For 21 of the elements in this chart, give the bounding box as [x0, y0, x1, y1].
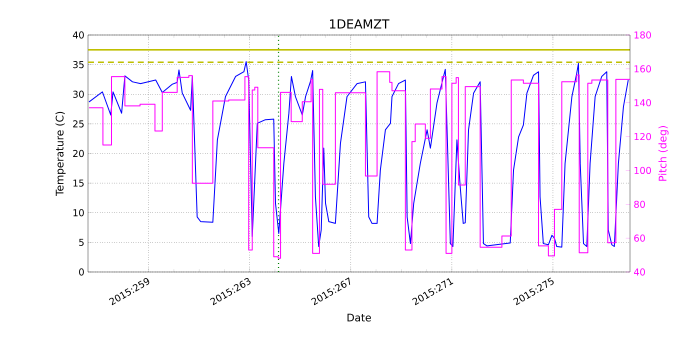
y2-tick-label: 100: [634, 166, 651, 174]
x-axis-title: Date: [348, 314, 371, 322]
y-axis-title: Temperature (C): [55, 112, 66, 196]
y2-tick-label: 180: [634, 31, 651, 39]
y-tick-label: 15: [73, 180, 84, 187]
y-tick-label: 0: [79, 268, 84, 276]
y2-tick-label: 60: [634, 234, 645, 242]
y2-axis-title: Pitch (deg): [658, 126, 669, 181]
y2-tick-label: 40: [634, 268, 645, 276]
y2-tick-label: 120: [634, 132, 651, 140]
y-tick-label: 10: [73, 209, 84, 216]
y-tick-label: 30: [73, 90, 84, 98]
y2-tick-label: 140: [634, 99, 651, 106]
y-tick-label: 40: [72, 31, 84, 39]
y2-tick-label: 80: [634, 200, 645, 208]
y2-tick-label: 160: [634, 65, 651, 72]
y-tick-label: 25: [73, 120, 84, 128]
chart-title: 1DEAMZT: [330, 19, 390, 28]
y-tick-label: 20: [73, 150, 84, 158]
y-tick-label: 35: [73, 61, 84, 68]
y-tick-label: 5: [79, 238, 84, 246]
